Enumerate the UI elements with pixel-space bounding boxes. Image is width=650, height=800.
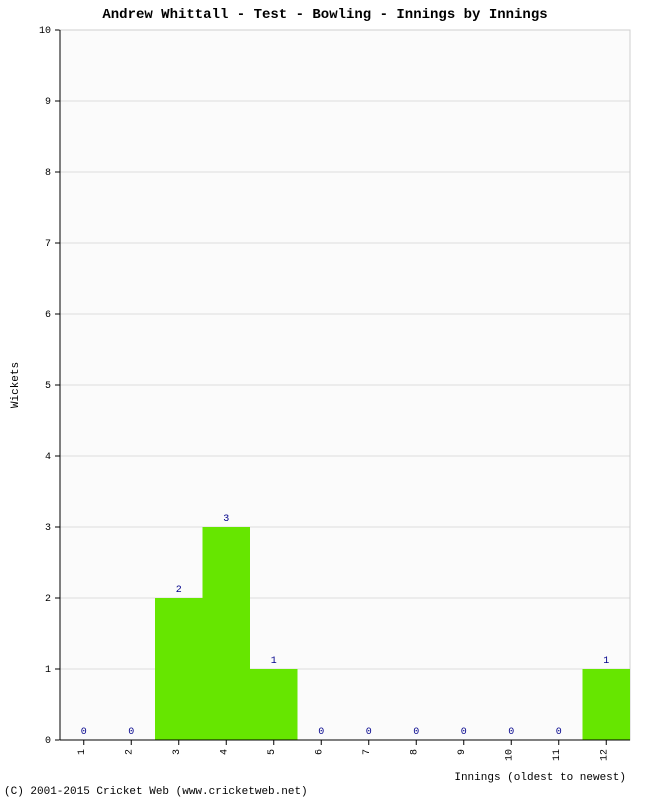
svg-text:2: 2 xyxy=(124,749,135,755)
svg-text:11: 11 xyxy=(552,749,563,761)
svg-text:10: 10 xyxy=(39,26,51,37)
bar xyxy=(250,669,298,740)
svg-text:10: 10 xyxy=(504,749,515,761)
svg-text:9: 9 xyxy=(45,97,51,108)
copyright-footer: (C) 2001-2015 Cricket Web (www.cricketwe… xyxy=(4,786,308,798)
svg-text:6: 6 xyxy=(45,310,51,321)
svg-text:7: 7 xyxy=(362,749,373,755)
svg-text:4: 4 xyxy=(45,452,51,463)
svg-text:7: 7 xyxy=(45,239,51,250)
svg-text:3: 3 xyxy=(223,514,229,525)
svg-text:3: 3 xyxy=(45,523,51,534)
svg-text:2: 2 xyxy=(176,585,182,596)
svg-text:4: 4 xyxy=(219,749,230,755)
svg-text:1: 1 xyxy=(603,656,609,667)
svg-text:0: 0 xyxy=(508,727,514,738)
svg-text:12: 12 xyxy=(599,749,610,761)
chart-title: Andrew Whittall - Test - Bowling - Innin… xyxy=(102,7,547,23)
bar xyxy=(155,598,203,740)
svg-text:5: 5 xyxy=(267,749,278,755)
svg-text:3: 3 xyxy=(172,749,183,755)
svg-text:0: 0 xyxy=(81,727,87,738)
chart-container: 012345678910002310000001123456789101112I… xyxy=(0,0,650,800)
svg-text:0: 0 xyxy=(366,727,372,738)
svg-text:8: 8 xyxy=(45,168,51,179)
svg-text:8: 8 xyxy=(409,749,420,755)
bar xyxy=(203,527,251,740)
svg-text:0: 0 xyxy=(45,736,51,747)
svg-text:1: 1 xyxy=(45,665,51,676)
bar xyxy=(583,669,631,740)
svg-text:0: 0 xyxy=(318,727,324,738)
svg-text:9: 9 xyxy=(457,749,468,755)
svg-text:Innings (oldest to newest): Innings (oldest to newest) xyxy=(454,772,626,784)
svg-text:Wickets: Wickets xyxy=(10,362,22,408)
svg-text:0: 0 xyxy=(556,727,562,738)
svg-text:1: 1 xyxy=(271,656,277,667)
svg-text:1: 1 xyxy=(77,749,88,755)
svg-text:0: 0 xyxy=(413,727,419,738)
svg-text:0: 0 xyxy=(461,727,467,738)
svg-text:5: 5 xyxy=(45,381,51,392)
svg-text:0: 0 xyxy=(128,727,134,738)
svg-text:2: 2 xyxy=(45,594,51,605)
bar-chart: 012345678910002310000001123456789101112I… xyxy=(0,0,650,800)
svg-text:6: 6 xyxy=(314,749,325,755)
